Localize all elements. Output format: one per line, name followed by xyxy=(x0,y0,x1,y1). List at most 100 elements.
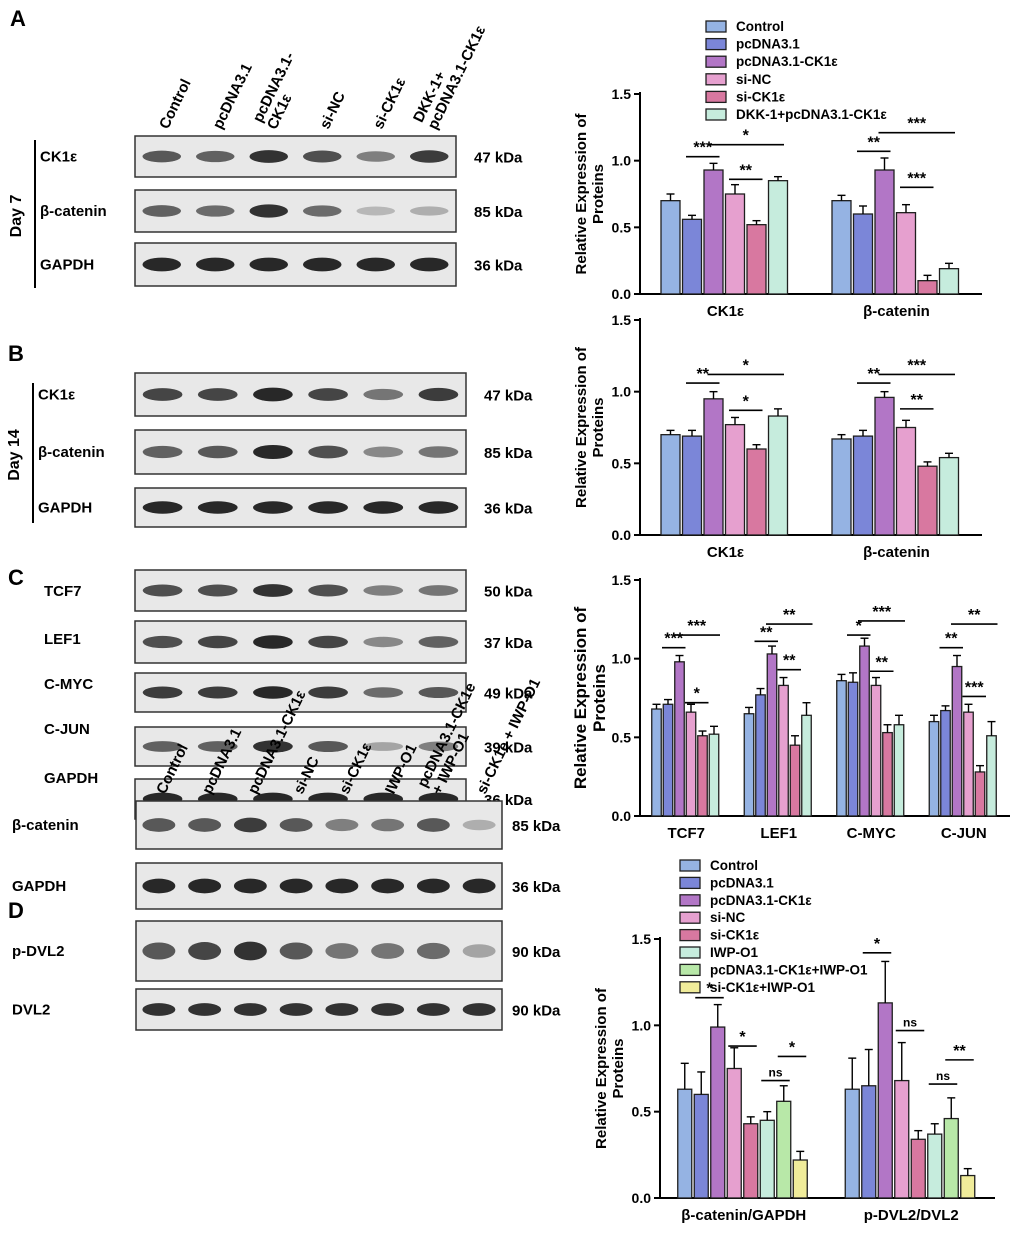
blot-band xyxy=(325,1003,359,1016)
blot-label: β-catenin xyxy=(40,203,107,220)
legend-swatch xyxy=(705,90,727,104)
blot-label: GAPDH xyxy=(44,770,98,787)
blot-band xyxy=(416,818,450,832)
blot-band xyxy=(418,686,459,699)
bar-pcdna3-1 xyxy=(693,1093,709,1199)
blot-strip-4 xyxy=(134,726,467,767)
y-tick-label: 0.5 xyxy=(632,1104,652,1120)
bar-pcdna3-1 xyxy=(755,694,766,817)
bar-si-ck1- xyxy=(789,744,801,817)
bar-pcdna3-1-ck1- xyxy=(874,169,895,295)
blot-strip-1 xyxy=(134,135,457,178)
bar-si-nc xyxy=(895,212,917,295)
legend-swatch xyxy=(705,20,727,33)
blot-band xyxy=(302,205,342,217)
blot-band xyxy=(371,878,405,894)
bar-pcdna3-1-ck1- xyxy=(703,398,724,536)
bar-control xyxy=(844,1088,860,1199)
bar-si-nc xyxy=(963,711,974,817)
significance-label: *** xyxy=(872,604,891,621)
blot-band xyxy=(371,818,405,832)
bar-dkk-1-pcdna3-1-ck1- xyxy=(708,733,720,817)
panel-C-blots: C TCF7 50 kDa LEF1 37 kDa C-MYC 49 kDa C-JUN 39 … xyxy=(8,565,533,820)
chart-A: 0.0 0.5 1.0 1.5 Relative Expression ofProtei… xyxy=(573,86,982,320)
bar-pcdna3-1 xyxy=(847,681,859,817)
blot-band xyxy=(197,584,238,597)
blot-strip-2 xyxy=(134,189,457,233)
panel-B-blots: B Day 14 CK1ε 47 kDa β-catenin 85 kDa GAPDH 36 … xyxy=(6,341,533,528)
legend-entry: si-CK1ε xyxy=(736,89,786,104)
bar-pcdna3-1 xyxy=(852,213,874,295)
blot-band xyxy=(142,501,183,514)
blot-band xyxy=(233,1003,267,1016)
significance-label: *** xyxy=(687,618,706,635)
blot-band xyxy=(142,205,182,217)
panel-letter-C: C xyxy=(8,565,24,590)
panel-letter-D: D xyxy=(8,898,24,923)
blot-band xyxy=(363,636,404,648)
significance-label: * xyxy=(789,1039,796,1056)
significance-label: ** xyxy=(760,624,773,641)
bar-si-ck1- xyxy=(743,1123,759,1199)
blot-label: LEF1 xyxy=(44,631,81,648)
blot-kda: 85 kDa xyxy=(512,818,561,835)
blot-band xyxy=(462,944,496,958)
legend-D: Control pcDNA3.1 pcDNA3.1-CK1ε si-NC si-CK1ε… xyxy=(679,858,868,995)
blot-band xyxy=(233,878,267,894)
bar-si-nc xyxy=(724,193,746,295)
blot-band xyxy=(356,151,396,162)
bar-si-nc xyxy=(724,423,746,536)
bar-iwp-o1 xyxy=(759,1119,775,1199)
bar-pcdna3-1-ck1- xyxy=(951,665,963,817)
blot-band xyxy=(363,687,404,698)
significance-label: ** xyxy=(783,607,796,624)
bar-si-nc xyxy=(778,684,789,817)
legend-entry: pcDNA3.1-CK1ε xyxy=(710,893,812,908)
blot-band xyxy=(363,446,404,458)
legend-swatch xyxy=(679,859,701,872)
blot-band xyxy=(253,635,293,649)
legend-swatch xyxy=(705,108,727,121)
significance-label: ** xyxy=(868,134,881,151)
blot-strip-2 xyxy=(134,620,467,664)
chart-C: 0.0 0.5 1.0 1.5 Relative Expression ofProtei… xyxy=(571,572,1010,842)
blot-band xyxy=(325,818,359,832)
bar-control xyxy=(660,200,681,295)
legend-entry: pcDNA3.1-CK1ε+IWP-O1 xyxy=(710,962,868,977)
blot-band xyxy=(197,501,238,514)
blot-band xyxy=(409,150,449,163)
y-axis-label: Relative Expression ofProteins xyxy=(571,606,609,789)
blot-band xyxy=(142,878,176,894)
blot-band xyxy=(416,942,450,960)
blot-kda: 39 kDa xyxy=(484,740,533,757)
blot-kda: 90 kDa xyxy=(512,944,561,961)
significance-label: *** xyxy=(907,170,926,187)
bar-pcdna3-1-ck1-iwp-o1 xyxy=(943,1117,959,1199)
chart-B: 0.0 0.5 1.0 1.5 Relative Expression ofProtei… xyxy=(573,312,982,561)
blot-band xyxy=(142,942,176,960)
x-tick-label: TCF7 xyxy=(668,825,706,842)
blot-band xyxy=(418,636,459,648)
blot-band xyxy=(279,818,313,832)
blot-strip-3 xyxy=(134,672,467,713)
blot-band xyxy=(197,388,238,401)
blot-band xyxy=(302,150,342,163)
bar-si-ck1- xyxy=(746,224,767,295)
blot-band xyxy=(356,206,396,216)
y-tick-label: 0.5 xyxy=(612,219,632,235)
bar-pcdna3-1 xyxy=(852,435,874,536)
legend-swatch xyxy=(679,928,701,942)
x-tick-label: C-MYC xyxy=(847,825,896,842)
y-tick-label: 1.0 xyxy=(612,153,632,169)
lane-label: pcDNA3.1 xyxy=(210,61,256,132)
legend-swatch xyxy=(679,981,701,994)
blot-band xyxy=(418,741,459,752)
y-axis-label: Relative Expression ofProteins xyxy=(573,346,607,508)
significance-label: * xyxy=(739,1029,746,1046)
day-label: Day 7 xyxy=(8,195,25,238)
blot-band xyxy=(462,1003,496,1016)
blot-band xyxy=(308,388,348,401)
bar-control xyxy=(836,680,847,817)
y-axis-label: Relative Expression ofProteins xyxy=(573,113,607,275)
blot-band xyxy=(197,635,238,649)
